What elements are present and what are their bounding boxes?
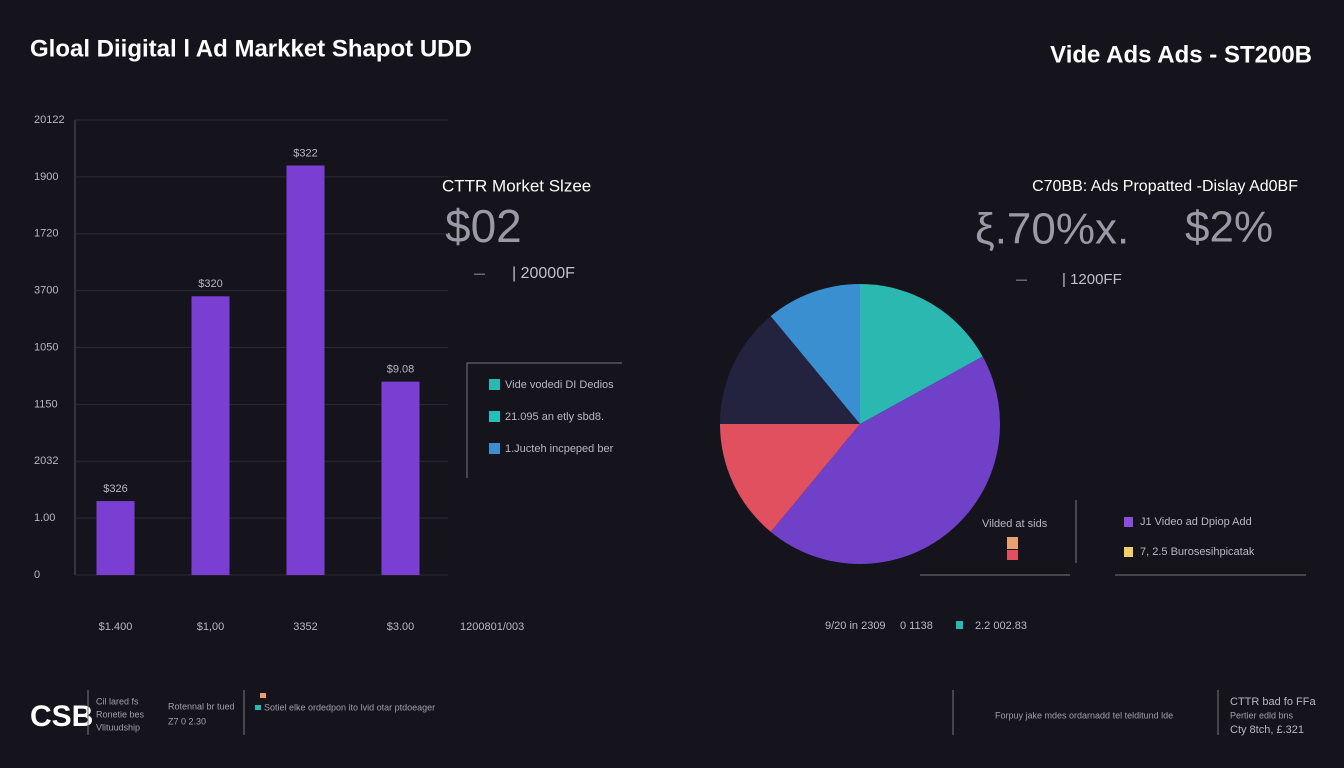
pie-note: Vilded at sids [982, 518, 1048, 530]
footer-text: Sotiel elke ordedpon ito lvid otar ptdoe… [264, 702, 435, 712]
panel-title: CTTR Morket Slzee [442, 176, 591, 195]
legend-label: J1 Video ad Dpiop Add [1140, 516, 1252, 528]
footer-text: Rotennal br tued [168, 701, 235, 711]
footer-text: Ronetie bes [96, 709, 145, 719]
y-tick-label: 2032 [34, 455, 58, 467]
footer-text: Pertier edld bns [1230, 710, 1294, 720]
dash: — [1016, 274, 1027, 286]
legend-label: 1.Jucteh incpeped ber [505, 443, 614, 455]
pie-slice [770, 284, 860, 424]
x-tick-label: $1,00 [197, 621, 225, 633]
legend-label: 7, 2.5 Burosesihpicatak [1140, 546, 1255, 558]
y-tick-label: 1720 [34, 228, 58, 240]
swatch [1007, 550, 1018, 560]
bar [381, 381, 420, 575]
pie-slice [720, 316, 860, 424]
swatch [255, 705, 261, 710]
pie-slice [860, 284, 983, 424]
bar-annotation: $322 [293, 147, 317, 159]
subtitle: Vide Ads Ads - ST200B [1050, 41, 1312, 68]
sub-value: | 1200FF [1062, 271, 1122, 288]
y-tick-label: 1150 [34, 398, 58, 410]
bar [96, 501, 135, 575]
pie-slice [770, 356, 1001, 564]
y-tick-label: 1050 [34, 341, 58, 353]
y-tick-label: 1900 [34, 171, 58, 183]
big-value: ξ.70%x. [975, 205, 1129, 254]
footer-text: CTTR bad fo FFa [1230, 696, 1316, 708]
bar-annotation: $320 [198, 278, 222, 290]
footer-text: Cty 8tch, £.321 [1230, 724, 1304, 736]
footer-text: Cil lared fs [96, 696, 139, 706]
legend-swatch [489, 411, 500, 422]
x-tick-label: $3.00 [387, 621, 415, 633]
x-tick-label: $1.400 [99, 621, 133, 633]
bottom-label: 0 1138 [900, 620, 933, 632]
bar-annotation: $9.08 [387, 364, 415, 376]
footer-text: Z7 0 2.30 [168, 716, 206, 726]
big-value: $2% [1185, 203, 1273, 252]
big-value: $02 [445, 200, 522, 252]
footer-text: Forpuy jake mdes ordarnadd tel telditund… [995, 710, 1173, 720]
footer-text: Vlituudship [96, 722, 140, 732]
x-note: 1200801/003 [460, 621, 524, 633]
bottom-label: 9/20 in 2309 [825, 620, 886, 632]
title: Gloal Diigital l Ad Markket Shapot UDD [30, 35, 472, 62]
y-tick-label: 1.00 [34, 512, 55, 524]
y-tick-label: 0 [34, 569, 40, 581]
legend-label: 21.095 an etly sbd8. [505, 411, 604, 423]
bar [286, 165, 325, 575]
sub-value: | 20000F [512, 265, 575, 282]
legend-swatch [1124, 547, 1133, 557]
swatch [260, 693, 266, 698]
legend-swatch [489, 443, 500, 454]
legend-label: Vide vodedi DI Dedios [505, 379, 614, 391]
bar [191, 296, 230, 575]
panel-title: C70BB: Ads Propatted -Dislay Ad0BF [1032, 178, 1298, 195]
legend-swatch [1124, 517, 1133, 527]
legend-frame [466, 362, 622, 478]
bottom-label: 2.2 002.83 [975, 620, 1027, 632]
swatch [1007, 537, 1018, 549]
y-tick-label: 20122 [34, 114, 65, 126]
dash: — [474, 268, 485, 280]
pie-slice [720, 424, 860, 532]
swatch [956, 621, 963, 629]
bar-annotation: $326 [103, 483, 127, 495]
legend-swatch [489, 379, 500, 390]
logo: CSB [30, 700, 93, 733]
y-tick-label: 3700 [34, 285, 58, 297]
x-tick-label: 3352 [293, 621, 317, 633]
